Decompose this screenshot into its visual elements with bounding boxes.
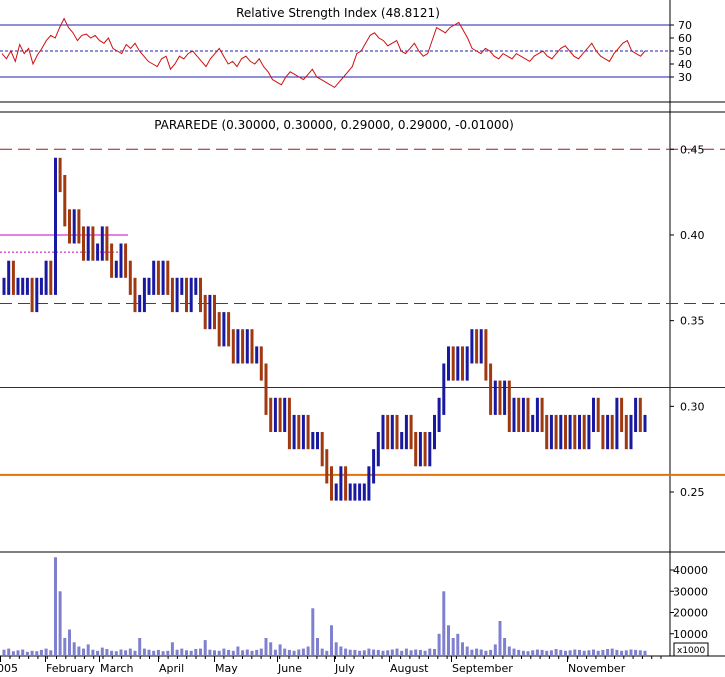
rsi-tick-label: 40 [678, 58, 692, 71]
price-tick-label: 0.30 [680, 400, 705, 413]
rsi-panel: Relative Strength Index (48.8121) 706050… [0, 6, 692, 89]
price-y-axis: 0.45 0.40 0.35 0.30 0.25 [670, 143, 705, 499]
price-panel: PARAREDE (0.30000, 0.30000, 0.29000, 0.2… [0, 118, 725, 501]
rsi-tick-label: 50 [678, 45, 692, 58]
panel-frames [0, 0, 725, 657]
x-tick-label: September [452, 662, 513, 675]
rsi-tick-label: 70 [678, 19, 692, 32]
price-tick-label: 0.25 [680, 486, 705, 499]
volume-unit-label: x1000 [677, 646, 706, 656]
rsi-title: Relative Strength Index (48.8121) [236, 6, 440, 20]
rsi-tick-label: 60 [678, 32, 692, 45]
x-tick-label: July [334, 662, 355, 675]
price-bars [2, 157, 647, 501]
x-axis: 2005 February March April May June July August S… [0, 656, 662, 675]
x-tick-label: 2005 [0, 662, 18, 675]
x-tick-label: March [100, 662, 134, 675]
rsi-series [1, 17, 646, 89]
x-tick-label: May [215, 662, 238, 675]
x-tick-label: April [159, 662, 184, 675]
rsi-tick-label: 30 [678, 71, 692, 84]
price-tick-label: 0.40 [680, 229, 705, 242]
price-title: PARAREDE (0.30000, 0.30000, 0.29000, 0.2… [154, 118, 514, 132]
rsi-line [1, 17, 646, 89]
volume-bars [2, 557, 647, 655]
volume-tick-label: 20000 [673, 607, 708, 620]
x-tick-label: August [390, 662, 429, 675]
price-tick-label: 0.45 [680, 143, 705, 156]
volume-tick-label: 40000 [673, 564, 708, 577]
price-tick-label: 0.35 [680, 315, 705, 328]
volume-unit-box [673, 642, 709, 657]
volume-tick-label: 10000 [673, 628, 708, 641]
price-reference-lines [0, 148, 725, 476]
x-tick-label: February [46, 662, 95, 675]
x-tick-label: November [568, 662, 626, 675]
volume-tick-label: 30000 [673, 585, 708, 598]
volume-y-axis: 40000 30000 20000 10000 [670, 564, 708, 641]
volume-panel: 40000 30000 20000 10000 x1000 [2, 557, 709, 657]
rsi-level-lines [0, 24, 670, 78]
x-tick-label: June [277, 662, 302, 675]
